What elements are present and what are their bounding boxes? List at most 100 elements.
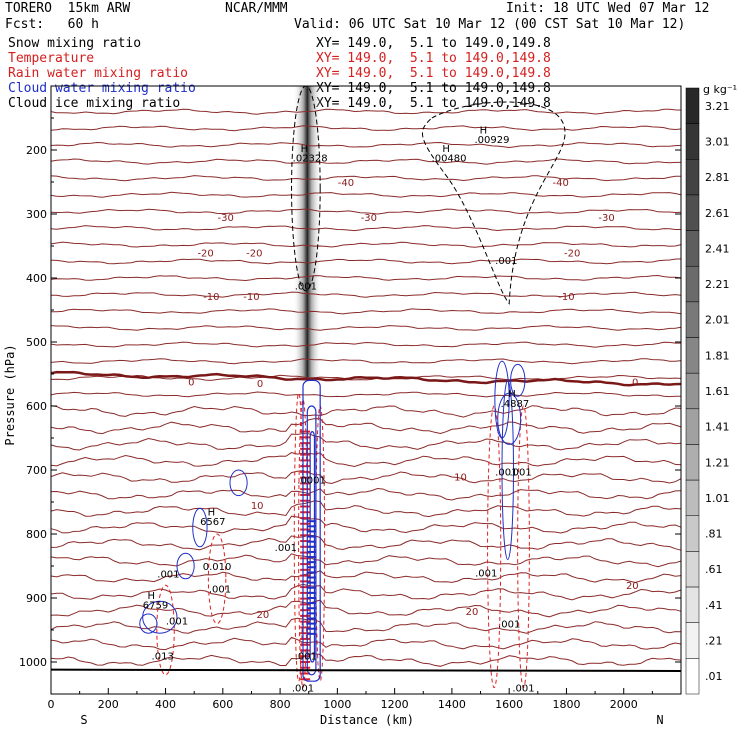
field-name-temperature: Temperature [8, 51, 95, 66]
isotherm-label: 10 [454, 472, 467, 483]
field-label: .001 [495, 256, 517, 267]
field-label: H [147, 591, 155, 602]
model-name: TORERO 15km ARW [5, 1, 131, 16]
isotherm-label: -40 [338, 178, 354, 189]
colorbar-cell [685, 479, 700, 517]
cloud-water-contour [510, 363, 526, 397]
isotherm-line [50, 341, 681, 348]
field-name-cloud-ice: Cloud ice mixing ratio [8, 96, 181, 111]
isotherm-label: 20 [626, 581, 639, 592]
isotherm-line [50, 653, 682, 667]
colorbar-cell [685, 372, 700, 410]
y-tick-label: 500 [26, 336, 47, 349]
field-label: .001 [295, 282, 317, 293]
field-label: .001 [512, 684, 534, 695]
colorbar-label: 2.01 [705, 314, 730, 327]
rain-contour [517, 405, 530, 689]
cloud-water-contour [176, 552, 195, 580]
field-label: H [442, 144, 450, 155]
field-label: .001 [275, 543, 297, 554]
isotherm-line [50, 258, 682, 265]
colorbar-label: .81 [705, 528, 723, 541]
isotherm-line [50, 325, 682, 331]
isotherm-line [50, 175, 682, 182]
cloud-ice-contours [291, 85, 566, 305]
isotherm-label: -20 [246, 248, 262, 259]
colorbar-unit: g kg⁻¹ [703, 83, 737, 96]
isotherm-line [50, 470, 682, 485]
field-label: .013 [152, 652, 174, 663]
x-tick-label: 400 [155, 698, 176, 711]
cloud-water-contour [501, 379, 514, 561]
x-tick-label: 1400 [438, 698, 466, 711]
colorbar-label: 1.41 [705, 421, 730, 434]
y-tick-label: 900 [26, 592, 47, 605]
isotherm-label: -40 [553, 178, 569, 189]
isotherm-label: -30 [218, 213, 234, 224]
field-label: 0.010 [203, 562, 232, 573]
isotherm-label: -30 [361, 213, 377, 224]
field-label: H [508, 389, 516, 400]
isotherm-line [50, 452, 682, 468]
rain-contour [487, 405, 502, 689]
isotherm-line [50, 291, 682, 298]
colorbar-label: 3.01 [705, 135, 730, 148]
isotherm-label: -10 [243, 292, 259, 303]
isotherm-line [50, 225, 681, 232]
y-tick-label: 1000 [19, 656, 47, 669]
cloud-water-contour [497, 392, 522, 445]
colorbar-label: 1.61 [705, 385, 730, 398]
y-tick-label: 800 [26, 528, 47, 541]
isotherm-line [50, 125, 682, 132]
field-name-cloud-water: Cloud water mixing ratio [8, 81, 196, 96]
isotherm-label: 20 [466, 607, 479, 618]
field-label: H [208, 508, 216, 519]
isotherm-line [50, 515, 682, 534]
isotherm-label: 0 [188, 378, 194, 389]
rain-contour [156, 584, 175, 676]
y-tick-label: 200 [26, 144, 47, 157]
field-label: .001 [498, 620, 520, 631]
y-tick-label: 300 [26, 208, 47, 221]
colorbar-label: 2.41 [705, 242, 730, 255]
colorbar-cell [685, 408, 700, 445]
isotherm-line [50, 208, 682, 215]
isotherm-label: 20 [257, 610, 270, 621]
field-label: .00480 [432, 154, 467, 165]
isotherm-line [50, 534, 682, 551]
x-tick-label: 1600 [495, 698, 523, 711]
isotherm-line [50, 500, 682, 518]
field-xy-snow: XY= 149.0, 5.1 to 149.0,149.8 [316, 36, 551, 51]
field-name-rain: Rain water mixing ratio [8, 66, 189, 81]
ground-surface [50, 668, 682, 672]
field-name-snow: Snow mixing ratio [8, 36, 142, 51]
isotherm-lines [50, 108, 682, 667]
colorbar-cell [685, 265, 700, 303]
x-tick-label: 0 [48, 698, 55, 711]
field-label: .001 [510, 467, 532, 478]
isotherm-line [50, 636, 682, 651]
x-end-label-south: S [80, 713, 87, 727]
field-label: .001 [157, 570, 179, 581]
colorbar-label: 1.01 [705, 492, 730, 505]
isotherm-label: -10 [203, 292, 219, 303]
field-label: 6759 [143, 600, 168, 611]
colorbar-cell [685, 586, 700, 623]
cloud-water-contour [306, 405, 317, 676]
rain-contour [207, 533, 227, 625]
field-label: .001 [166, 616, 188, 627]
colorbar-label: .41 [705, 599, 723, 612]
colorbar-cell [685, 551, 700, 588]
cloud-water-contours [139, 360, 526, 682]
isotherm-line [50, 418, 682, 435]
field-label: .00929 [475, 135, 510, 146]
x-axis-ticks: 0 200 400 600 800 1000 1200 1400 1600 1800 2000 [48, 688, 653, 711]
field-label: .4887 [501, 399, 530, 410]
field-label: .02328 [293, 154, 328, 165]
colorbar-cell [685, 123, 700, 160]
colorbar-label: .21 [705, 635, 723, 648]
field-label: .001 [495, 467, 517, 478]
field-xy-cloud-ice: XY= 149.0, 5.1 to 149.0,149.8 [316, 96, 551, 111]
